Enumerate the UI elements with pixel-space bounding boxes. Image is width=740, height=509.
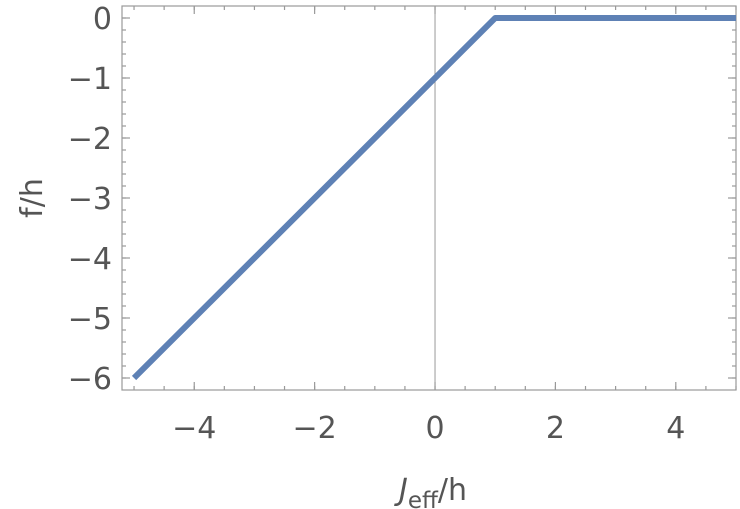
x-axis-label-rest: /h [438, 473, 467, 508]
y-tick-label: −3 [68, 182, 112, 217]
x-axis-label-sub: eff [408, 488, 439, 509]
y-tick-label: 0 [93, 2, 112, 37]
series-line [131, 15, 736, 381]
y-tick-label: −6 [68, 362, 112, 397]
y-axis-label: f/h [15, 178, 50, 218]
minor-ticks [122, 6, 737, 390]
x-tick-label: −4 [172, 411, 216, 446]
x-tick-label: 0 [425, 411, 444, 446]
y-tick-labels: 0 −1 −2 −3 −4 −5 −6 [68, 2, 112, 397]
y-tick-label: −2 [68, 122, 112, 157]
major-ticks [122, 6, 736, 390]
x-axis-label-main: J [394, 473, 408, 508]
x-tick-label: 4 [666, 411, 685, 446]
y-tick-label: −1 [68, 62, 112, 97]
series-layer [131, 15, 736, 381]
x-axis-label: Jeff/h [394, 473, 467, 509]
x-tick-label: 2 [546, 411, 565, 446]
plot-frame [121, 5, 737, 391]
x-tick-labels: −4 −2 0 2 4 [172, 411, 685, 446]
y-tick-label: −5 [68, 302, 112, 337]
x-tick-label: −2 [293, 411, 337, 446]
y-tick-label: −4 [68, 242, 112, 277]
